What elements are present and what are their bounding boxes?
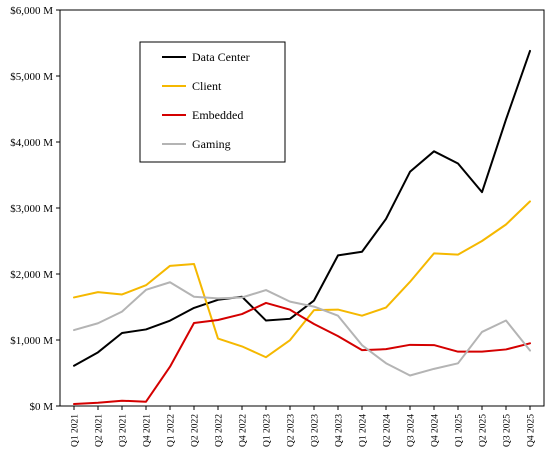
x-tick-label: Q1 2022 <box>167 414 177 447</box>
y-tick-label: $0 M <box>29 401 53 413</box>
x-tick-label: Q2 2022 <box>191 414 201 447</box>
y-axis: $0 M $1,000 M $2,000 M $3,000 M $4,000 M $5,0… <box>10 5 60 413</box>
x-tick-label: Q4 2025 <box>527 414 537 447</box>
x-tick-label: Q3 2021 <box>119 414 129 447</box>
y-tick-label: $5,000 M <box>10 71 53 83</box>
x-tick-label: Q3 2023 <box>311 414 321 447</box>
x-tick-label: Q1 2024 <box>359 414 369 447</box>
legend: Data Center Client Embedded Gaming <box>139 41 286 163</box>
x-tick-label: Q4 2021 <box>143 414 153 447</box>
x-tick-label: Q4 2023 <box>335 414 345 447</box>
y-tick-label: $3,000 M <box>10 203 53 215</box>
y-tick-label: $2,000 M <box>10 269 53 281</box>
x-axis: Q1 2021 Q2 2021 Q3 2021 Q4 2021 Q1 2022 Q2 20… <box>71 406 537 447</box>
x-tick-label: Q3 2025 <box>503 414 513 447</box>
series-line-gaming <box>73 281 531 377</box>
x-tick-label: Q4 2022 <box>239 414 249 447</box>
y-tick-label: $4,000 M <box>10 137 53 149</box>
x-tick-label: Q2 2023 <box>287 414 297 447</box>
x-tick-label: Q2 2024 <box>383 414 393 447</box>
series-line-client <box>73 200 531 359</box>
x-tick-label: Q3 2024 <box>407 414 417 447</box>
x-tick-label: Q2 2025 <box>479 414 489 447</box>
legend-label-data-center: Data Center <box>192 50 250 64</box>
x-tick-label: Q3 2022 <box>215 414 225 447</box>
x-tick-label: Q2 2021 <box>95 414 105 447</box>
x-tick-label: Q4 2024 <box>431 414 441 447</box>
x-tick-label: Q1 2023 <box>263 414 273 447</box>
y-tick-label: $1,000 M <box>10 335 53 347</box>
legend-label-embedded: Embedded <box>192 108 243 122</box>
series-line-data-center <box>73 49 531 367</box>
x-tick-label: Q1 2025 <box>455 414 465 447</box>
legend-label-gaming: Gaming <box>192 137 231 151</box>
y-tick-label: $6,000 M <box>10 5 53 17</box>
series-lines <box>73 49 531 406</box>
legend-label-client: Client <box>192 79 222 93</box>
legend-box <box>139 41 286 163</box>
series-line-embedded <box>73 301 531 406</box>
x-tick-label: Q1 2021 <box>71 414 81 447</box>
